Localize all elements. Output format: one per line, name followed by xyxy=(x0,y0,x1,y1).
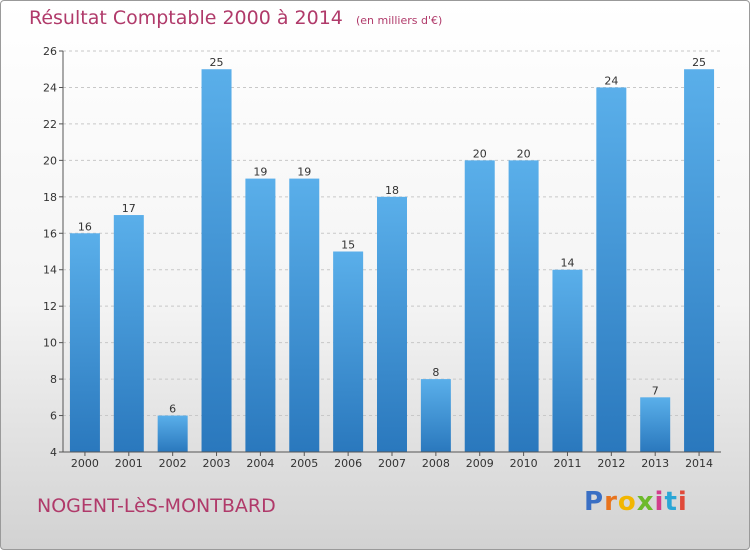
x-tick-label: 2000 xyxy=(71,457,99,470)
data-label: 14 xyxy=(560,257,574,270)
data-labels: 16 17 6 25 19 19 15 18 8 20 20 14 24 7 25 xyxy=(78,56,706,415)
bar xyxy=(684,69,715,453)
bar xyxy=(552,269,583,452)
logo-letter: i xyxy=(677,487,688,517)
data-label: 15 xyxy=(341,239,355,252)
x-tick-label: 2008 xyxy=(422,457,450,470)
data-label: 25 xyxy=(692,56,706,69)
bar xyxy=(420,379,451,452)
bar xyxy=(377,196,407,452)
x-tick-label: 2009 xyxy=(466,457,494,470)
bar xyxy=(289,178,320,452)
bar xyxy=(69,233,100,452)
y-tick-label: 18 xyxy=(43,191,57,204)
y-tick-label: 8 xyxy=(50,373,57,386)
chart-title: Résultat Comptable 2000 à 2014 (en milli… xyxy=(29,7,442,29)
x-tick-label: 2006 xyxy=(334,457,362,470)
y-tick-label: 24 xyxy=(43,81,57,94)
x-axis: 2000 2001 2002 2003 2004 2005 2006 2007 2008 2009… xyxy=(63,451,721,470)
data-label: 19 xyxy=(297,166,311,179)
y-tick-label: 16 xyxy=(43,227,57,240)
x-tick-label: 2013 xyxy=(641,457,669,470)
y-tick-label: 14 xyxy=(43,264,57,277)
data-label: 24 xyxy=(604,74,618,87)
data-label: 8 xyxy=(432,366,439,379)
x-tick-label: 2005 xyxy=(290,457,318,470)
y-tick-label: 22 xyxy=(43,118,57,131)
x-tick-label: 2010 xyxy=(510,457,538,470)
bar xyxy=(157,415,188,452)
commune-name: NOGENT-LèS-MONTBARD xyxy=(37,495,276,517)
logo-letter: r xyxy=(604,487,618,517)
bar xyxy=(508,160,539,452)
chart-title-text: Résultat Comptable 2000 à 2014 xyxy=(29,7,343,29)
logo-letter: P xyxy=(584,487,605,517)
chart-subtitle: (en milliers d'€) xyxy=(355,14,443,27)
logo-letter: o xyxy=(617,487,637,517)
bars xyxy=(69,69,715,453)
y-tick-label: 26 xyxy=(43,45,57,58)
data-label: 16 xyxy=(78,220,92,233)
bar xyxy=(333,251,364,452)
bar xyxy=(201,69,232,453)
bar xyxy=(640,397,671,452)
bar xyxy=(245,178,276,452)
proxiti-logo[interactable]: Proxiti xyxy=(584,487,688,517)
data-label: 20 xyxy=(473,147,487,160)
x-tick-label: 2003 xyxy=(203,457,231,470)
x-tick-label: 2014 xyxy=(685,457,713,470)
y-tick-label: 6 xyxy=(50,410,57,423)
bar xyxy=(113,215,144,452)
y-tick-label: 12 xyxy=(43,300,57,313)
data-label: 17 xyxy=(122,202,136,215)
y-tick-label: 4 xyxy=(50,446,57,459)
data-label: 18 xyxy=(385,184,399,197)
y-axis: 4 6 8 10 12 14 16 18 20 22 24 26 xyxy=(43,45,64,459)
y-tick-label: 20 xyxy=(43,154,57,167)
x-tick-label: 2001 xyxy=(115,457,143,470)
bar xyxy=(464,160,495,452)
logo-letter: x xyxy=(636,487,655,517)
bar xyxy=(596,87,627,453)
data-label: 25 xyxy=(210,56,224,69)
data-label: 6 xyxy=(169,403,176,416)
x-tick-label: 2004 xyxy=(246,457,274,470)
x-tick-label: 2002 xyxy=(159,457,187,470)
data-label: 20 xyxy=(517,147,531,160)
data-label: 7 xyxy=(652,384,659,397)
x-tick-label: 2012 xyxy=(597,457,625,470)
x-tick-label: 2011 xyxy=(553,457,581,470)
data-label: 19 xyxy=(253,166,267,179)
logo-letter: t xyxy=(664,487,678,517)
logo-letter: i xyxy=(654,487,665,517)
y-tick-label: 10 xyxy=(43,337,57,350)
x-tick-label: 2007 xyxy=(378,457,406,470)
